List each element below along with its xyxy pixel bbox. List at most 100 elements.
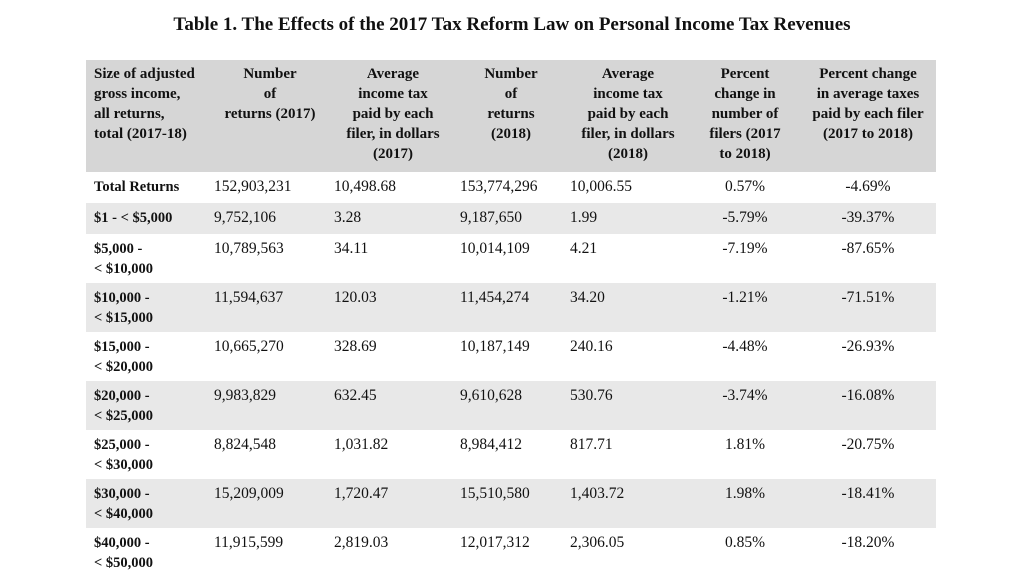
table-body: Total Returns 152,903,231 10,498.68 153,774… (86, 172, 936, 577)
header-line: in average taxes (816, 86, 920, 102)
header-avg-tax-2017: Average income tax paid by each filer, in d… (330, 60, 456, 172)
header-line: (2017 to 2018) (823, 126, 913, 142)
header-line: Number (243, 66, 297, 82)
cell-returns-2018: 8,984,412 (460, 436, 522, 453)
table-container: Size of adjusted gross income, all returns… (86, 60, 936, 577)
income-size-line: $20,000 - (94, 388, 150, 404)
income-size-line: < $50,000 (94, 555, 154, 571)
cell-returns-2018: 153,774,296 (460, 178, 538, 195)
header-line: paid by each filer (812, 106, 924, 122)
table-row: $1 - < $5,000 9,752,106 3.28 9,187,650 1.99 -… (86, 203, 936, 234)
cell-avg-tax-2017: 1,720.47 (334, 485, 389, 502)
cell-returns-2017: 8,824,548 (214, 436, 276, 453)
income-size-line: < $25,000 (94, 408, 154, 424)
header-line: Average (601, 66, 655, 82)
cell-avg-tax-2018: 2,306.05 (570, 534, 625, 551)
income-size-line: < $20,000 (94, 359, 154, 375)
table-header: Size of adjusted gross income, all returns… (86, 60, 936, 172)
header-line: income tax (593, 86, 663, 102)
header-line: paid by each (352, 106, 434, 122)
cell-avg-tax-2018: 1,403.72 (570, 485, 625, 502)
income-size-line: < $30,000 (94, 457, 154, 473)
header-line: gross income, (94, 86, 181, 102)
header-line: income tax (358, 86, 428, 102)
cell-returns-2018: 9,187,650 (460, 209, 522, 226)
cell-avg-tax-2017: 34.11 (334, 240, 369, 257)
cell-income-size: $25,000 - < $30,000 (86, 430, 210, 479)
header-line: Average (366, 66, 420, 82)
cell-returns-2017: 9,983,829 (214, 387, 276, 404)
header-line: number of (711, 106, 779, 122)
cell-avg-tax-2017: 1,031.82 (334, 436, 389, 453)
cell-pct-change-taxes: -20.75% (841, 436, 895, 453)
cell-pct-change-taxes: -71.51% (841, 289, 895, 306)
cell-avg-tax-2017: 328.69 (334, 338, 377, 355)
header-pct-change-filers: Percent change in number of filers (2017 to … (690, 60, 800, 172)
cell-avg-tax-2018: 10,006.55 (570, 178, 632, 195)
header-row: Size of adjusted gross income, all returns… (86, 60, 936, 172)
cell-pct-change-filers: 0.85% (724, 534, 766, 551)
table-row: Total Returns 152,903,231 10,498.68 153,774… (86, 172, 936, 203)
cell-pct-change-taxes: -16.08% (841, 387, 895, 404)
cell-pct-change-filers: 0.57% (724, 178, 766, 195)
income-size-line: Total Returns (94, 179, 180, 195)
tax-table: Size of adjusted gross income, all returns… (86, 60, 936, 577)
cell-income-size: $40,000 - < $50,000 (86, 528, 210, 577)
table-row: $25,000 - < $30,000 8,824,548 1,031.82 8,984… (86, 430, 936, 479)
cell-avg-tax-2017: 632.45 (334, 387, 377, 404)
cell-returns-2017: 11,915,599 (214, 534, 284, 551)
header-income-size: Size of adjusted gross income, all returns… (86, 60, 210, 172)
cell-pct-change-taxes: -87.65% (841, 240, 895, 257)
header-line: Size of adjusted (94, 66, 195, 82)
header-line: Percent change (819, 66, 917, 82)
income-size-line: $40,000 - (94, 535, 150, 551)
cell-returns-2018: 9,610,628 (460, 387, 522, 404)
header-line: returns (487, 106, 535, 122)
cell-income-size: Total Returns (86, 172, 210, 203)
cell-pct-change-filers: -4.48% (722, 338, 768, 355)
cell-avg-tax-2017: 120.03 (334, 289, 377, 306)
header-line: Number (484, 66, 538, 82)
cell-pct-change-filers: 1.81% (724, 436, 766, 453)
table-row: $10,000 - < $15,000 11,594,637 120.03 11,454… (86, 283, 936, 332)
cell-income-size: $20,000 - < $25,000 (86, 381, 210, 430)
header-line: (2018) (491, 126, 531, 142)
cell-income-size: $15,000 - < $20,000 (86, 332, 210, 381)
income-size-line: $30,000 - (94, 486, 150, 502)
header-avg-tax-2018: Average income tax paid by each filer, in d… (566, 60, 690, 172)
header-line: all returns, (94, 106, 165, 122)
cell-pct-change-filers: -3.74% (722, 387, 768, 404)
cell-returns-2018: 12,017,312 (460, 534, 530, 551)
header-line: (2017) (373, 146, 413, 162)
cell-pct-change-filers: -1.21% (722, 289, 768, 306)
cell-income-size: $30,000 - < $40,000 (86, 479, 210, 528)
header-returns-2017: Number of returns (2017) (210, 60, 330, 172)
header-line: Percent (720, 66, 770, 82)
table-title: Table 1. The Effects of the 2017 Tax Ref… (173, 14, 851, 35)
income-size-line: $10,000 - (94, 290, 150, 306)
header-line: change in (714, 86, 776, 102)
income-size-line: < $40,000 (94, 506, 154, 522)
header-pct-change-taxes: Percent change in average taxes paid by ea… (800, 60, 936, 172)
cell-returns-2018: 15,510,580 (460, 485, 530, 502)
cell-avg-tax-2018: 34.20 (570, 289, 605, 306)
cell-returns-2017: 10,789,563 (214, 240, 284, 257)
table-row: $40,000 - < $50,000 11,915,599 2,819.03 12,0… (86, 528, 936, 577)
cell-returns-2018: 11,454,274 (460, 289, 530, 306)
cell-avg-tax-2018: 530.76 (570, 387, 613, 404)
header-line: filer, in dollars (346, 126, 440, 142)
income-size-line: $25,000 - (94, 437, 150, 453)
cell-returns-2017: 11,594,637 (214, 289, 284, 306)
cell-avg-tax-2017: 2,819.03 (334, 534, 389, 551)
table-row: $5,000 - < $10,000 10,789,563 34.11 10,014,1… (86, 234, 936, 283)
table-row: $15,000 - < $20,000 10,665,270 328.69 10,187… (86, 332, 936, 381)
cell-income-size: $10,000 - < $15,000 (86, 283, 210, 332)
header-line: (2018) (608, 146, 648, 162)
cell-avg-tax-2018: 240.16 (570, 338, 613, 355)
income-size-line: $1 - < $5,000 (94, 210, 173, 226)
header-returns-2018: Number of returns (2018) (456, 60, 566, 172)
cell-pct-change-taxes: -26.93% (841, 338, 895, 355)
header-line: total (2017-18) (94, 126, 187, 142)
header-line: to 2018) (719, 146, 771, 162)
cell-pct-change-filers: -5.79% (722, 209, 768, 226)
